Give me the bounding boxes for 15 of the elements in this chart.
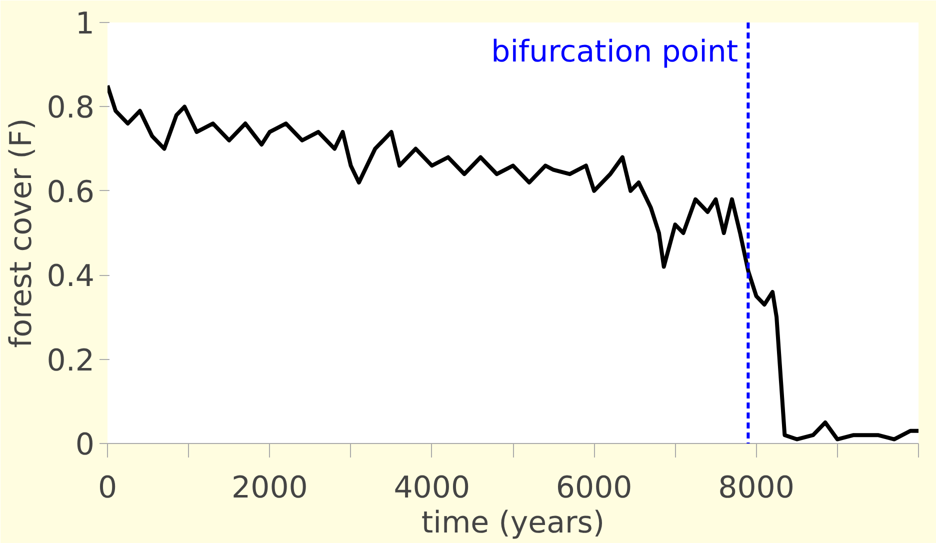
y-tick-label: 0.2 <box>46 343 95 378</box>
y-tick-label: 0.4 <box>46 259 95 294</box>
x-tick-label: 6000 <box>556 470 632 506</box>
x-tick-label: 4000 <box>394 470 470 506</box>
x-tick-label: 2000 <box>232 470 308 506</box>
y-tick-label: 0.6 <box>46 174 95 210</box>
ref-line-label: bifurcation point <box>491 34 738 70</box>
x-tick-label: 8000 <box>718 470 794 506</box>
y-tick-label: 0 <box>75 428 95 462</box>
y-tick-label: 0.8 <box>46 90 95 126</box>
x-tick-label: 0 <box>98 470 118 506</box>
y-axis-title: forest cover (F) <box>4 118 39 348</box>
line-series <box>108 84 918 442</box>
x-axis-title: time (years) <box>421 506 605 540</box>
y-tick-label: 1 <box>75 6 95 42</box>
